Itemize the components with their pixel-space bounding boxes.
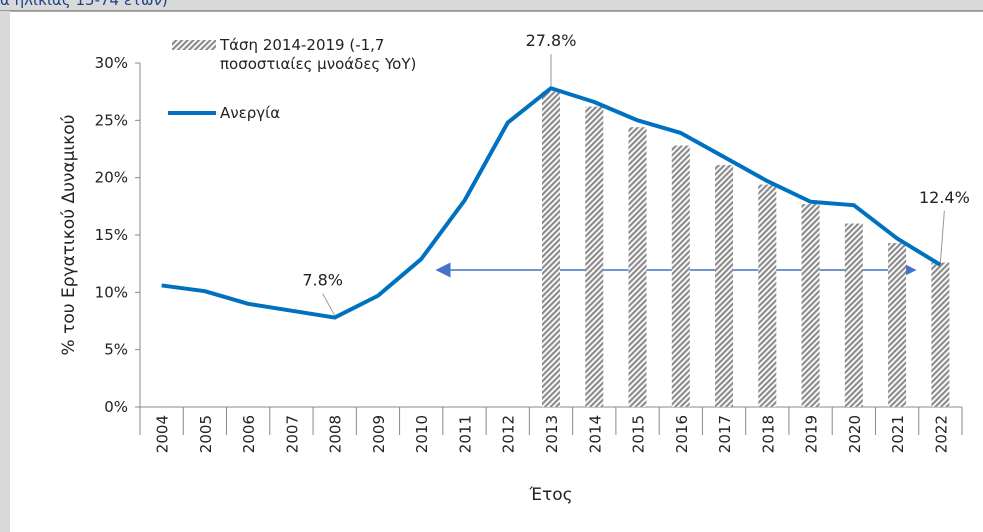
y-tick-label: 25%	[95, 111, 128, 129]
trend-bar	[542, 91, 560, 408]
page-title: α ηλικίας 15-74 ετών)	[0, 0, 168, 9]
y-tick-label: 20%	[95, 169, 128, 187]
x-tick-label: 2014	[586, 415, 604, 453]
y-tick-label: 5%	[104, 341, 128, 359]
x-tick-label: 2011	[456, 415, 474, 453]
trend-bar	[585, 106, 604, 407]
trend-bar	[931, 262, 950, 407]
x-tick-label: 2007	[283, 415, 301, 453]
trend-bar	[801, 204, 820, 407]
x-tick-label: 2008	[327, 415, 345, 453]
x-tick-label: 2022	[932, 415, 950, 453]
trend-bar	[844, 223, 863, 407]
y-axis-label: % του Εργατικού Δυναμικού	[59, 115, 79, 356]
trend-bar	[628, 127, 647, 408]
x-tick-label: 2009	[370, 415, 388, 453]
x-tick-label: 2017	[716, 415, 734, 453]
data-label: 7.8%	[302, 271, 343, 290]
y-tick-label: 0%	[104, 398, 128, 416]
leader-line	[939, 210, 945, 263]
x-tick-label: 2012	[500, 415, 518, 453]
unemployment-line	[161, 86, 942, 320]
data-label: 27.8%	[526, 31, 577, 50]
legend-label: Ανεργία	[220, 104, 280, 122]
trend-bar	[888, 243, 907, 407]
x-tick-label: 2019	[803, 415, 821, 453]
x-tick-label: 2015	[630, 415, 648, 453]
x-axis-label: Έτος	[528, 485, 572, 505]
y-tick-label: 15%	[95, 226, 128, 244]
side-bar	[0, 11, 10, 532]
y-tick-label: 10%	[95, 283, 128, 301]
trend-bar	[671, 145, 690, 407]
trend-bar	[758, 184, 777, 407]
x-tick-label: 2004	[154, 415, 172, 453]
data-label: 12.4%	[919, 188, 970, 207]
x-tick-label: 2005	[197, 415, 215, 453]
x-tick-label: 2006	[240, 415, 258, 453]
legend-label: Τάση 2014-2019 (-1,7 ποσοστιαίες μνοάδες…	[220, 36, 417, 73]
top-bar	[0, 0, 983, 11]
x-tick-label: 2021	[889, 415, 907, 453]
legend-swatch	[172, 40, 216, 50]
x-tick-label: 2010	[413, 415, 431, 453]
x-tick-label: 2016	[673, 415, 691, 453]
y-tick-label: 30%	[95, 54, 128, 72]
x-tick-label: 2018	[759, 415, 777, 453]
x-tick-label: 2013	[543, 415, 561, 453]
trend-bar	[715, 165, 734, 407]
leader-line	[322, 293, 336, 316]
x-tick-label: 2020	[846, 415, 864, 453]
